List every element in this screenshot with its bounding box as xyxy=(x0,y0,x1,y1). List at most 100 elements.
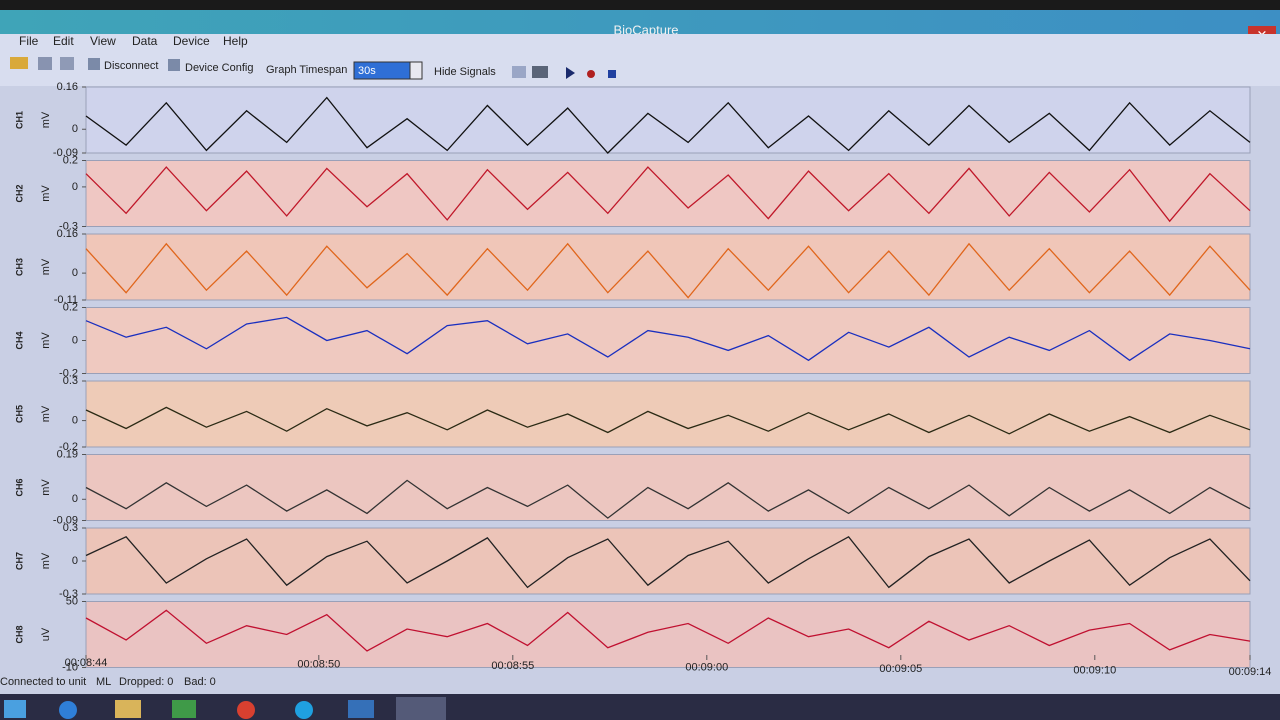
plot-area xyxy=(85,160,1251,227)
x-tick-label: 00:08:44 xyxy=(65,657,108,669)
store-icon[interactable] xyxy=(172,700,196,718)
skype-icon[interactable] xyxy=(295,701,313,719)
explorer-icon[interactable] xyxy=(115,700,141,718)
menu-item[interactable]: File xyxy=(19,34,39,48)
channel-label: CH4 xyxy=(14,331,24,349)
signal-trace xyxy=(85,96,1251,154)
y-tick-label: 0 xyxy=(72,267,78,279)
status-item: Connected to unit xyxy=(0,676,86,688)
y-tick-label: 0 xyxy=(72,415,78,427)
plot-area xyxy=(85,601,1251,668)
signal-trace xyxy=(85,166,1251,223)
y-tick-label: 0.3 xyxy=(63,375,78,387)
y-tick-label: -0.3 xyxy=(59,220,78,232)
plot-area xyxy=(85,307,1251,374)
start-button[interactable] xyxy=(4,700,26,718)
taskbar xyxy=(0,694,1280,720)
ie-icon[interactable] xyxy=(59,701,77,719)
signal-trace xyxy=(85,242,1251,299)
unit-label: mV xyxy=(40,258,52,275)
y-tick-label: 0.2 xyxy=(63,154,78,166)
plot-area xyxy=(85,454,1251,521)
channel-label: CH6 xyxy=(14,478,24,496)
y-tick-label: 0 xyxy=(72,181,78,193)
x-tick-label: 00:09:14 xyxy=(1229,666,1272,678)
y-tick-label: 0.16 xyxy=(57,81,78,93)
chart-icon[interactable] xyxy=(512,66,526,78)
channel-label: CH7 xyxy=(14,552,24,570)
unit-label: uV xyxy=(40,627,52,641)
chrome-icon[interactable] xyxy=(237,701,255,719)
x-tick-label: 00:08:50 xyxy=(297,658,340,670)
signal-trace xyxy=(85,609,1251,652)
timespan-value[interactable]: 30s xyxy=(358,65,376,77)
disconnect-icon[interactable] xyxy=(88,58,100,70)
menu-item[interactable]: Device xyxy=(173,34,210,48)
y-tick-label: -0.2 xyxy=(59,367,78,379)
x-tick-label: 00:09:10 xyxy=(1073,664,1116,676)
channel-label: CH2 xyxy=(14,184,24,202)
y-tick-label: -0.11 xyxy=(54,294,78,306)
y-tick-label: 0 xyxy=(72,123,78,135)
bezel xyxy=(0,0,1280,10)
unit-label: mV xyxy=(40,111,52,128)
save-icon[interactable] xyxy=(38,57,52,70)
y-tick-label: 0 xyxy=(72,334,78,346)
status-item: ML xyxy=(96,676,111,688)
signal-trace xyxy=(85,406,1251,435)
unit-label: mV xyxy=(40,332,52,349)
y-tick-label: 0 xyxy=(72,493,78,505)
status-item: Bad: 0 xyxy=(184,676,216,688)
status-item: Dropped: 0 xyxy=(119,676,173,688)
unit-label: mV xyxy=(40,479,52,496)
window-title: BioCapture xyxy=(613,22,678,37)
y-tick-label: 50 xyxy=(66,595,78,607)
channel-label: CH5 xyxy=(14,405,24,423)
y-tick-label: 0 xyxy=(72,555,78,567)
timespan-label: Graph Timespan xyxy=(266,64,347,76)
save-as-icon[interactable] xyxy=(60,57,74,70)
disconnect-button[interactable]: Disconnect xyxy=(104,60,158,72)
menu-item[interactable]: Edit xyxy=(53,34,74,48)
channel-label: CH1 xyxy=(14,111,24,129)
scale-icon[interactable] xyxy=(532,66,548,78)
y-tick-label: -10 xyxy=(62,661,78,673)
play-button[interactable] xyxy=(566,67,575,79)
unit-label: mV xyxy=(40,552,52,569)
menu-item[interactable]: Help xyxy=(223,34,248,48)
signal-trace xyxy=(85,479,1251,519)
channel-label: CH8 xyxy=(14,625,24,643)
open-icon[interactable] xyxy=(10,57,28,69)
device-config-button[interactable]: Device Config xyxy=(185,62,253,74)
x-tick-label: 00:08:55 xyxy=(491,660,534,672)
teamviewer-icon[interactable] xyxy=(348,700,374,718)
stop-button[interactable] xyxy=(608,70,616,78)
channel-label: CH3 xyxy=(14,258,24,276)
hide-signals-button[interactable]: Hide Signals xyxy=(434,66,496,78)
y-tick-label: 0.19 xyxy=(57,448,78,460)
y-tick-label: 0.16 xyxy=(57,228,78,240)
y-tick-label: -0.09 xyxy=(53,514,78,526)
menu-item[interactable]: View xyxy=(90,34,116,48)
y-tick-label: -0.3 xyxy=(59,588,78,600)
plot-area xyxy=(85,86,1251,154)
plot-area xyxy=(85,380,1251,448)
menu-toolbar-bg xyxy=(0,34,1280,86)
y-tick-label: 0.2 xyxy=(63,301,78,313)
device-config-icon[interactable] xyxy=(168,59,180,71)
signal-trace xyxy=(85,535,1251,589)
plot-area xyxy=(85,233,1251,301)
record-button[interactable] xyxy=(587,70,595,78)
menu-item[interactable]: Data xyxy=(132,34,158,48)
biocapture-task[interactable] xyxy=(396,697,446,720)
y-tick-label: -0.09 xyxy=(53,147,78,159)
y-tick-label: 0.3 xyxy=(63,522,78,534)
y-tick-label: -0.2 xyxy=(59,441,78,453)
timespan-dropdown[interactable] xyxy=(409,61,423,80)
unit-label: mV xyxy=(40,185,52,202)
x-tick-label: 00:09:00 xyxy=(685,661,728,673)
unit-label: mV xyxy=(40,405,52,422)
plot-area xyxy=(85,527,1251,595)
